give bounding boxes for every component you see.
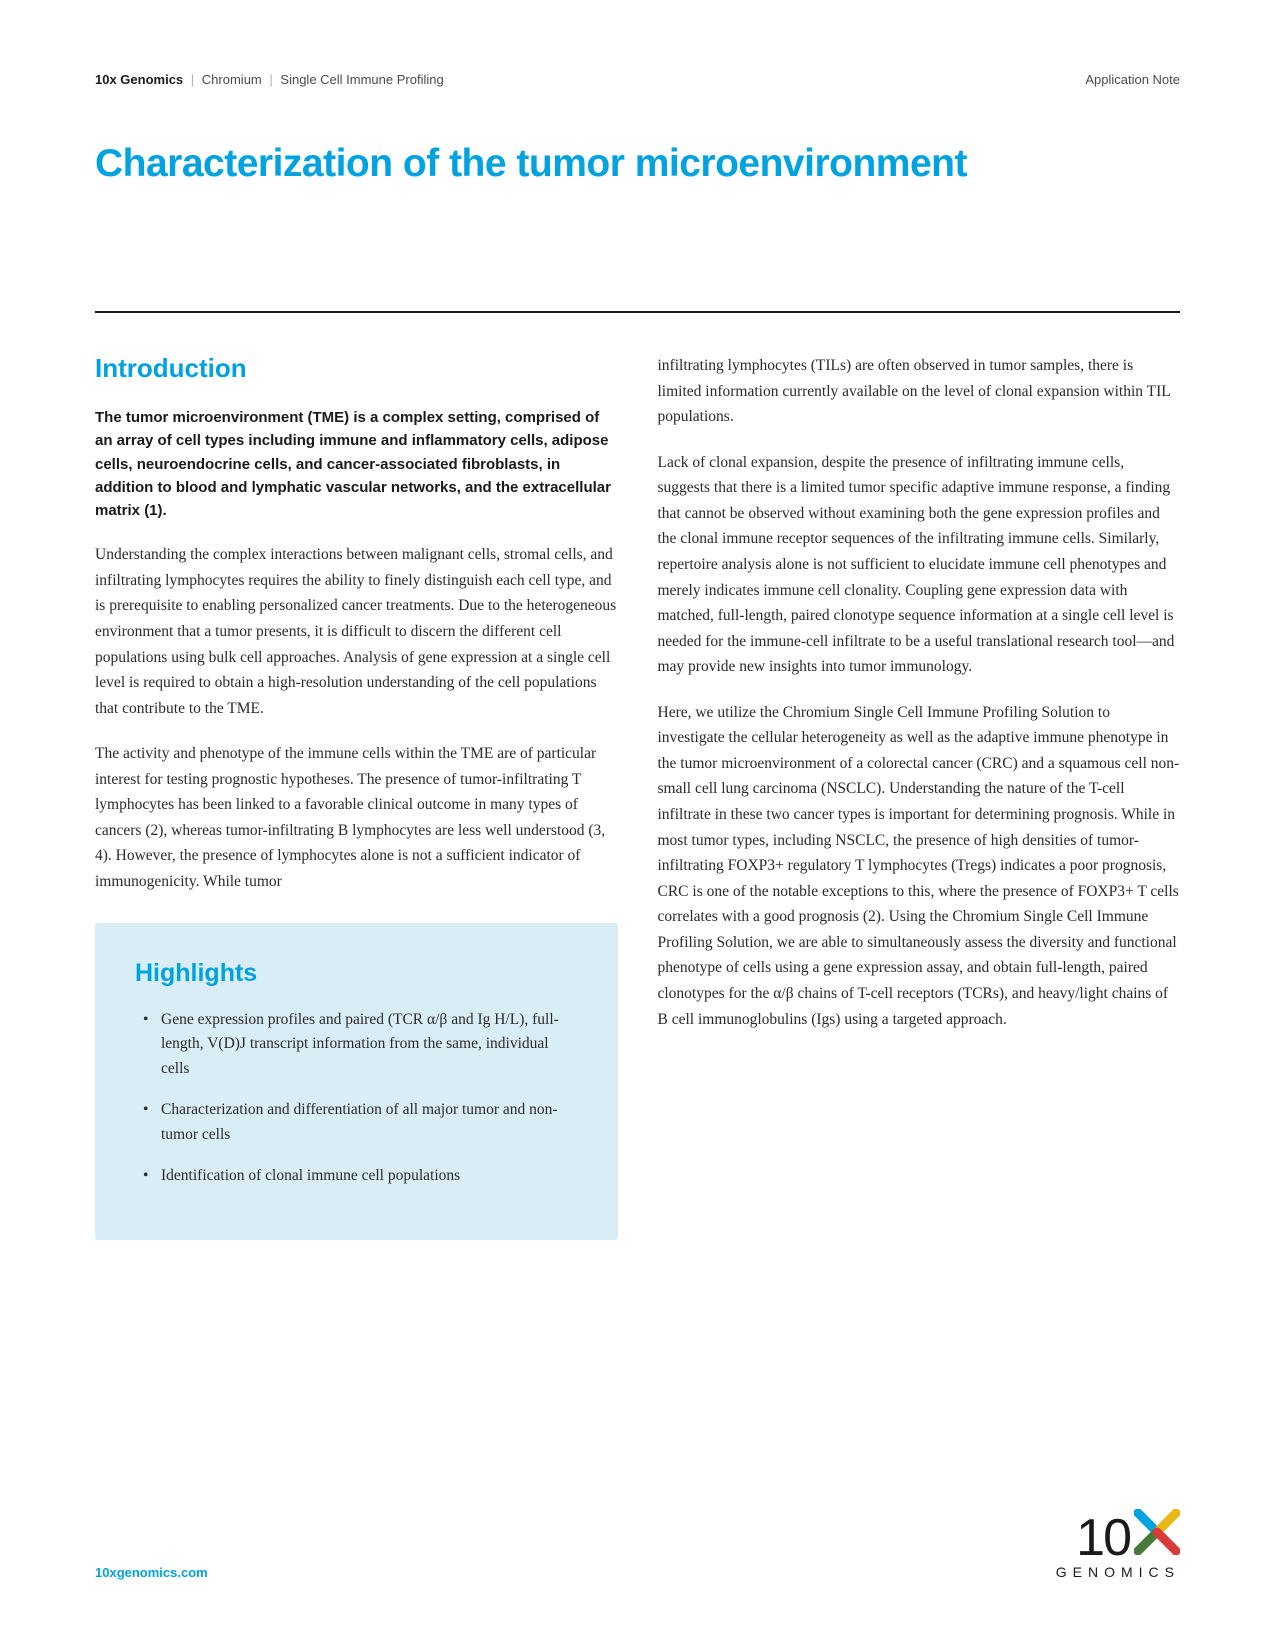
footer-url: 10xgenomics.com bbox=[95, 1565, 208, 1580]
highlights-heading: Highlights bbox=[135, 959, 578, 988]
document-type: Application Note bbox=[1085, 72, 1180, 87]
logo-x-icon bbox=[1134, 1509, 1180, 1555]
right-column: infiltrating lymphocytes (TILs) are ofte… bbox=[658, 353, 1181, 1240]
body-paragraph: infiltrating lymphocytes (TILs) are ofte… bbox=[658, 353, 1181, 430]
body-paragraph: Understanding the complex interactions b… bbox=[95, 542, 618, 721]
left-column: Introduction The tumor microenvironment … bbox=[95, 353, 618, 1240]
product-name: Chromium bbox=[202, 72, 262, 87]
header-breadcrumb: 10x Genomics | Chromium | Single Cell Im… bbox=[95, 72, 444, 87]
intro-heading: Introduction bbox=[95, 353, 618, 384]
document-header: 10x Genomics | Chromium | Single Cell Im… bbox=[0, 0, 1275, 87]
breadcrumb-divider: | bbox=[191, 72, 194, 87]
company-logo: 10 GENOMICS bbox=[1056, 1509, 1180, 1580]
lead-paragraph: The tumor microenvironment (TME) is a co… bbox=[95, 406, 618, 522]
logo-text-10: 10 bbox=[1076, 1515, 1130, 1562]
highlight-item: Characterization and differentiation of … bbox=[143, 1098, 578, 1148]
company-name: 10x Genomics bbox=[95, 72, 183, 87]
body-paragraph: Lack of clonal expansion, despite the pr… bbox=[658, 450, 1181, 680]
highlights-list: Gene expression profiles and paired (TCR… bbox=[135, 1008, 578, 1189]
body-paragraph: Here, we utilize the Chromium Single Cel… bbox=[658, 700, 1181, 1032]
highlight-item: Gene expression profiles and paired (TCR… bbox=[143, 1008, 578, 1082]
body-paragraph: The activity and phenotype of the immune… bbox=[95, 741, 618, 894]
breadcrumb-divider: | bbox=[269, 72, 272, 87]
subproduct-name: Single Cell Immune Profiling bbox=[280, 72, 443, 87]
page-title: Characterization of the tumor microenvir… bbox=[0, 87, 1275, 186]
content-area: Introduction The tumor microenvironment … bbox=[0, 313, 1275, 1240]
highlight-item: Identification of clonal immune cell pop… bbox=[143, 1164, 578, 1189]
document-footer: 10xgenomics.com 10 GENOMICS bbox=[95, 1509, 1180, 1580]
logo-10x: 10 bbox=[1076, 1509, 1180, 1562]
highlights-box: Highlights Gene expression profiles and … bbox=[95, 923, 618, 1241]
logo-text-genomics: GENOMICS bbox=[1056, 1564, 1180, 1580]
